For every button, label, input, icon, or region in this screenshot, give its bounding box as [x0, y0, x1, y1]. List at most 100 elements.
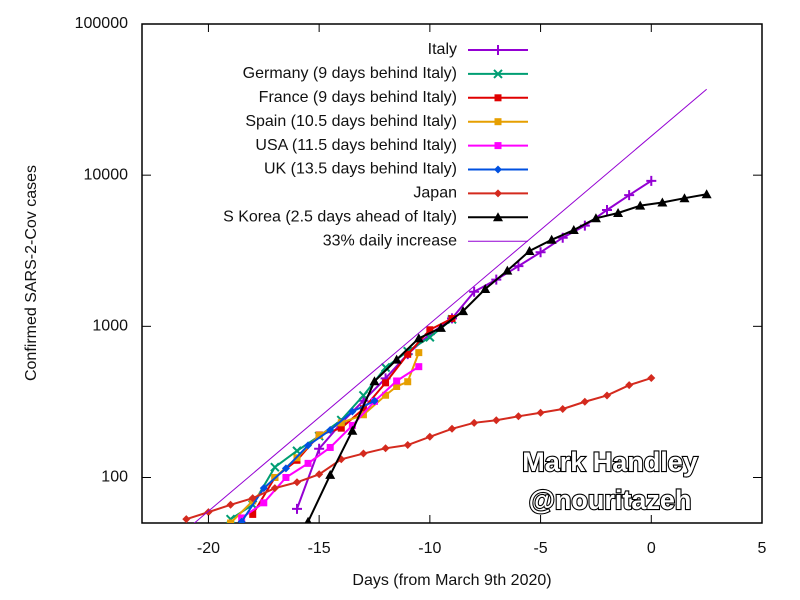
plot-frame — [141, 23, 763, 524]
point — [325, 469, 336, 479]
point — [337, 419, 345, 427]
x-tick-label: -15 — [308, 540, 331, 557]
y-tick-label: 10000 — [84, 166, 129, 183]
point — [260, 499, 268, 507]
point — [227, 519, 235, 523]
point — [404, 350, 412, 358]
point — [393, 382, 401, 390]
point — [304, 459, 312, 467]
point — [348, 407, 357, 416]
point — [382, 391, 390, 399]
legend-marker — [493, 212, 503, 222]
legend-label: 33% daily increase — [323, 232, 457, 249]
point — [369, 376, 380, 386]
point — [381, 444, 390, 453]
legend-marker — [493, 45, 503, 55]
y-tick-label: 100 — [101, 469, 128, 486]
point — [315, 470, 324, 479]
x-tick-label: -20 — [197, 540, 220, 557]
point — [326, 426, 335, 435]
legend-label: Spain (10.5 days behind Italy) — [245, 113, 457, 130]
legend-label: S Korea (2.5 days ahead of Italy) — [223, 209, 457, 226]
point — [359, 449, 368, 458]
point — [470, 418, 479, 427]
point — [480, 283, 491, 293]
x-tick-label: 0 — [647, 540, 656, 557]
point — [603, 391, 611, 400]
legend-marker — [494, 142, 502, 150]
point — [502, 265, 513, 275]
x-tick-label: 5 — [758, 540, 767, 557]
point — [448, 424, 456, 433]
point — [458, 306, 469, 316]
series-line — [185, 377, 652, 521]
series-line — [193, 88, 707, 523]
point — [315, 431, 323, 439]
point — [226, 500, 235, 509]
point — [613, 207, 624, 217]
point — [536, 408, 545, 417]
y-tick-label: 1000 — [92, 318, 128, 335]
x-tick-label: -5 — [533, 540, 547, 557]
point — [624, 190, 635, 201]
legend-marker — [494, 118, 502, 126]
point — [281, 464, 290, 473]
legend-label: France (9 days behind Italy) — [259, 89, 457, 106]
point — [382, 379, 390, 387]
point — [348, 421, 356, 429]
series-line — [251, 317, 453, 515]
point — [568, 225, 579, 235]
point — [646, 175, 657, 186]
point — [558, 404, 567, 413]
point — [237, 517, 246, 523]
point — [701, 189, 712, 199]
point — [647, 374, 656, 383]
point — [304, 441, 313, 450]
point — [524, 246, 535, 256]
point — [248, 494, 257, 503]
plot-area — [182, 88, 712, 523]
point — [580, 397, 589, 406]
point — [403, 441, 412, 450]
legend-marker — [494, 94, 502, 102]
point — [326, 443, 334, 451]
point — [282, 473, 290, 481]
point — [314, 443, 325, 454]
point — [391, 354, 402, 364]
point — [679, 193, 690, 203]
point — [337, 424, 345, 432]
point — [657, 197, 668, 207]
point — [435, 322, 446, 332]
legend-marker — [494, 165, 502, 174]
point — [380, 362, 391, 373]
point — [304, 516, 312, 523]
watermark: @nouritazeh — [529, 485, 692, 515]
point — [370, 396, 379, 405]
point — [635, 200, 646, 210]
legend-label: Italy — [428, 41, 457, 58]
legend-marker — [494, 189, 502, 198]
point — [347, 425, 358, 435]
x-tick-label: -10 — [418, 540, 441, 557]
legend-label: USA (11.5 days behind Italy) — [255, 137, 457, 154]
y-axis-label: Confirmed SARS-2-Cov cases — [23, 165, 40, 381]
point — [492, 416, 501, 425]
point — [415, 363, 423, 371]
point — [469, 286, 480, 297]
point — [625, 381, 634, 390]
point — [182, 515, 191, 523]
point — [514, 412, 523, 421]
y-tick-label: 100000 — [75, 15, 128, 32]
point — [359, 405, 367, 413]
point — [426, 326, 434, 334]
point — [415, 349, 423, 357]
point — [270, 462, 280, 472]
point — [393, 377, 401, 385]
point — [204, 508, 213, 517]
point — [413, 333, 424, 343]
legend-label: Germany (9 days behind Italy) — [243, 65, 457, 82]
point — [259, 484, 268, 493]
legend-label: UK (13.5 days behind Italy) — [264, 161, 457, 178]
point — [293, 478, 301, 487]
